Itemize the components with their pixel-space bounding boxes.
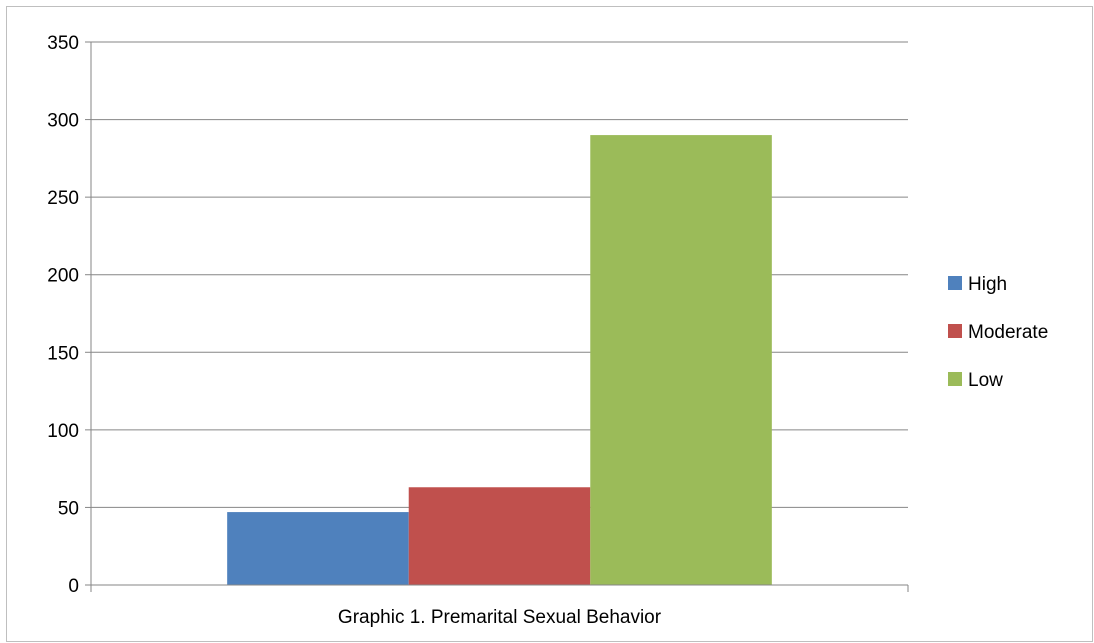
gridlines [91, 41, 908, 508]
x-axis-categories: Graphic 1. Premarital Sexual Behavior [338, 607, 662, 628]
x-category-label: Graphic 1. Premarital Sexual Behavior [338, 607, 662, 628]
y-tick-label: 50 [58, 498, 79, 519]
y-tick-label: 350 [47, 33, 79, 54]
legend: High Moderate Low [948, 274, 1048, 391]
legend-swatch-moderate [948, 324, 962, 338]
y-tick-label: 200 [47, 266, 79, 287]
y-tick-label: 0 [68, 576, 79, 597]
legend-label-moderate: Moderate [968, 322, 1048, 343]
bar-high [227, 512, 409, 585]
legend-label-high: High [968, 274, 1007, 295]
bars [227, 135, 772, 586]
bar-low [590, 135, 772, 586]
legend-label-low: Low [968, 370, 1003, 391]
y-tick-label: 100 [47, 421, 79, 442]
y-tick-label: 150 [47, 343, 79, 364]
y-tick-label: 300 [47, 111, 79, 132]
y-tick-label: 250 [47, 188, 79, 209]
axes [90, 42, 908, 586]
legend-swatch-low [948, 372, 962, 386]
bar-moderate [408, 487, 591, 585]
legend-swatch-high [948, 276, 962, 290]
y-axis-ticks: 0 50 100 150 200 250 300 350 [47, 33, 909, 597]
